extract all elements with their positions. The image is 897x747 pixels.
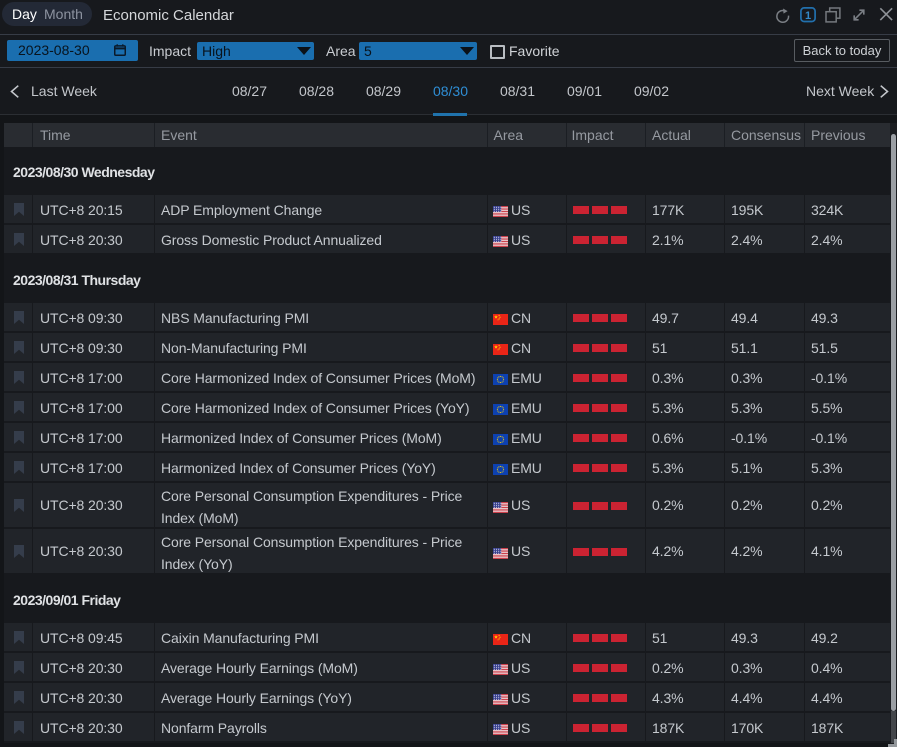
svg-text:1: 1	[805, 10, 811, 22]
